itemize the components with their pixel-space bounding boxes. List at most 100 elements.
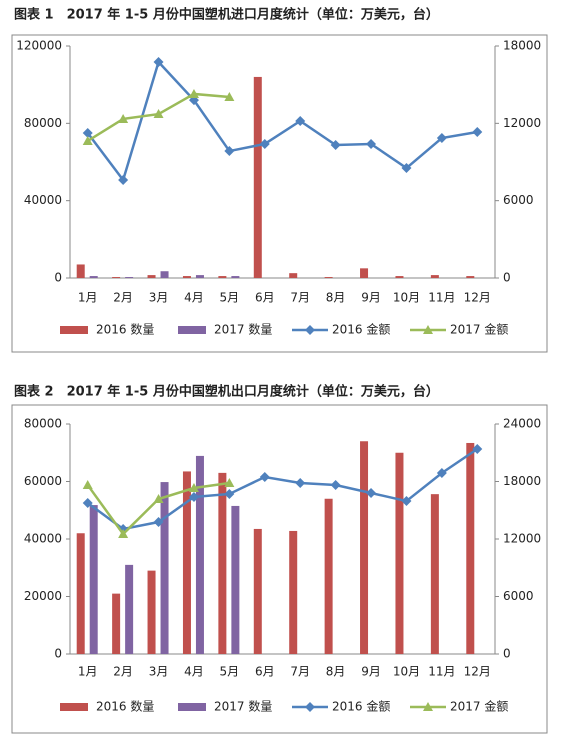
marker bbox=[82, 135, 93, 145]
y-tick-label: 40000 bbox=[24, 193, 62, 207]
marker bbox=[118, 529, 129, 539]
legend-label: 2016 金额 bbox=[332, 699, 390, 714]
bar bbox=[466, 276, 475, 278]
marker bbox=[153, 517, 164, 528]
legend-label: 2016 数量 bbox=[96, 322, 154, 337]
bar bbox=[125, 277, 134, 278]
bar bbox=[182, 471, 191, 654]
chart-frame bbox=[11, 34, 548, 353]
legend-marker bbox=[305, 702, 315, 712]
legend-marker bbox=[305, 325, 315, 335]
bar bbox=[360, 268, 369, 278]
bar bbox=[324, 277, 333, 278]
legend-label: 2017 金额 bbox=[450, 699, 508, 714]
x-tick-label: 3月 bbox=[149, 291, 169, 305]
x-tick-label: 8月 bbox=[326, 665, 346, 679]
y2-tick-label: 12000 bbox=[503, 532, 541, 546]
bar bbox=[89, 276, 98, 278]
x-tick-label: 12月 bbox=[464, 665, 491, 679]
x-tick-label: 4月 bbox=[184, 665, 204, 679]
x-tick-label: 11月 bbox=[428, 665, 455, 679]
x-tick-label: 6月 bbox=[255, 291, 275, 305]
chart-title: 图表 2 2017 年 1-5 月份中国塑机出口月度统计（单位：万美元，台） bbox=[14, 384, 439, 400]
marker bbox=[259, 471, 270, 482]
x-tick-label: 2月 bbox=[113, 665, 133, 679]
x-tick-label: 4月 bbox=[184, 291, 204, 305]
marker bbox=[82, 480, 93, 490]
marker bbox=[401, 496, 412, 507]
y-tick-label: 0 bbox=[54, 271, 62, 285]
y2-tick-label: 0 bbox=[503, 271, 511, 285]
legend-label: 2016 数量 bbox=[96, 699, 154, 714]
marker bbox=[224, 488, 235, 499]
marker bbox=[330, 480, 341, 491]
marker bbox=[224, 478, 235, 488]
marker bbox=[153, 494, 164, 504]
y-tick-label: 60000 bbox=[24, 474, 62, 488]
marker bbox=[436, 467, 447, 478]
marker bbox=[366, 488, 377, 498]
bar bbox=[231, 505, 240, 654]
x-tick-label: 12月 bbox=[464, 291, 491, 305]
bar bbox=[182, 276, 191, 278]
x-tick-label: 10月 bbox=[393, 665, 420, 679]
bar bbox=[360, 441, 369, 654]
y2-tick-label: 6000 bbox=[503, 589, 534, 603]
y-tick-label: 20000 bbox=[24, 589, 62, 603]
bar bbox=[76, 533, 85, 654]
line bbox=[86, 59, 478, 183]
marker bbox=[188, 492, 199, 503]
chart-title: 图表 1 2017 年 1-5 月份中国塑机进口月度统计（单位：万美元，台） bbox=[14, 7, 439, 23]
bar bbox=[147, 275, 156, 278]
bar bbox=[289, 273, 298, 278]
y2-tick-label: 6000 bbox=[503, 193, 534, 207]
legend-swatch bbox=[60, 326, 88, 334]
y2-tick-label: 18000 bbox=[503, 39, 541, 53]
x-tick-label: 11月 bbox=[428, 291, 455, 305]
y2-tick-label: 12000 bbox=[503, 116, 541, 130]
bar bbox=[147, 570, 156, 654]
y-tick-label: 40000 bbox=[24, 532, 62, 546]
bar bbox=[160, 482, 169, 654]
legend-swatch bbox=[60, 703, 88, 711]
bar bbox=[466, 442, 475, 654]
marker bbox=[295, 478, 306, 489]
bar bbox=[76, 264, 85, 278]
bar bbox=[218, 276, 227, 278]
legend-label: 2017 金额 bbox=[450, 322, 508, 337]
bar bbox=[253, 528, 262, 654]
marker bbox=[224, 92, 235, 102]
y-tick-label: 80000 bbox=[24, 417, 62, 431]
legend-swatch bbox=[178, 326, 206, 334]
x-tick-label: 9月 bbox=[361, 291, 381, 305]
y2-tick-label: 0 bbox=[503, 647, 511, 661]
x-tick-label: 7月 bbox=[290, 665, 310, 679]
x-tick-label: 3月 bbox=[149, 665, 169, 679]
bar bbox=[253, 76, 262, 278]
legend-label: 2017 数量 bbox=[214, 699, 272, 714]
x-tick-label: 2月 bbox=[113, 291, 133, 305]
x-tick-label: 1月 bbox=[78, 665, 98, 679]
marker bbox=[472, 444, 483, 455]
bar bbox=[195, 275, 204, 278]
marker bbox=[224, 146, 235, 157]
bar bbox=[324, 498, 333, 654]
marker bbox=[188, 483, 199, 493]
marker bbox=[259, 138, 270, 149]
marker bbox=[188, 88, 199, 98]
marker bbox=[153, 109, 164, 119]
legend-label: 2017 数量 bbox=[214, 322, 272, 337]
y2-tick-label: 24000 bbox=[503, 417, 541, 431]
bar bbox=[395, 452, 404, 654]
bar bbox=[112, 277, 121, 278]
marker bbox=[295, 116, 306, 127]
x-tick-label: 6月 bbox=[255, 665, 275, 679]
bar bbox=[195, 455, 204, 654]
y-tick-label: 80000 bbox=[24, 116, 62, 130]
bar bbox=[125, 564, 134, 654]
line bbox=[86, 447, 478, 531]
bar bbox=[430, 494, 439, 654]
bar bbox=[218, 472, 227, 654]
legend-marker bbox=[423, 325, 433, 334]
marker bbox=[472, 126, 483, 137]
